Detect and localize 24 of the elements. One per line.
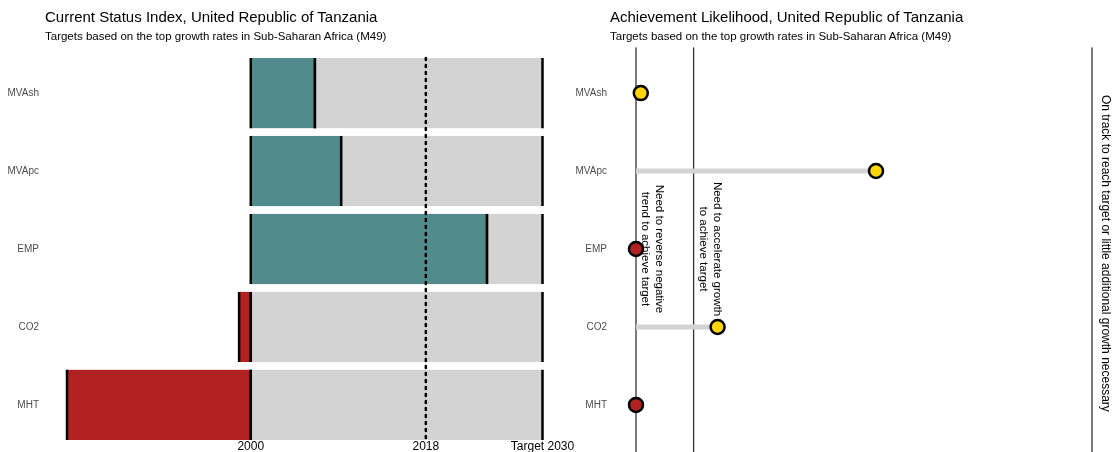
chart-subtitle: Targets based on the top growth rates in Sub-Saharan Africa (M49) <box>610 30 952 42</box>
point <box>627 396 645 414</box>
y-tick-label: CO2 <box>18 320 40 332</box>
chart-title: Current Status Index, United Republic of Tanzania <box>45 8 379 25</box>
point <box>867 162 885 180</box>
y-tick-label: CO2 <box>586 320 608 332</box>
y-tick-label: MVApc <box>575 164 607 176</box>
ref-line-label: Need to accelerate growth to achieve target <box>697 181 724 317</box>
y-tick-label: MVAsh <box>7 86 39 98</box>
y-tick-label: MVAsh <box>575 86 607 98</box>
x-tick-label: Target 2030 <box>510 439 575 452</box>
ref-line-label: On track to reach target or little additional growth necessary <box>1099 95 1113 412</box>
y-tick-label: EMP <box>585 242 608 254</box>
y-tick-label: EMP <box>17 242 40 254</box>
chart-subtitle: Targets based on the top growth rates in Sub-Saharan Africa (M49) <box>45 30 387 42</box>
ref-line-label: Need to reverse negative trend to achieve target <box>640 184 666 314</box>
y-tick-label: MHT <box>17 398 39 410</box>
x-tick-label: 2000 <box>237 439 265 452</box>
x-tick-label: 2018 <box>412 439 440 452</box>
chart-title: Achievement Likelihood, United Republic of Tanzania <box>610 8 964 25</box>
y-tick-label: MHT <box>585 398 607 410</box>
point <box>709 318 726 336</box>
point <box>632 84 650 102</box>
y-tick-label: MVApc <box>7 164 39 176</box>
